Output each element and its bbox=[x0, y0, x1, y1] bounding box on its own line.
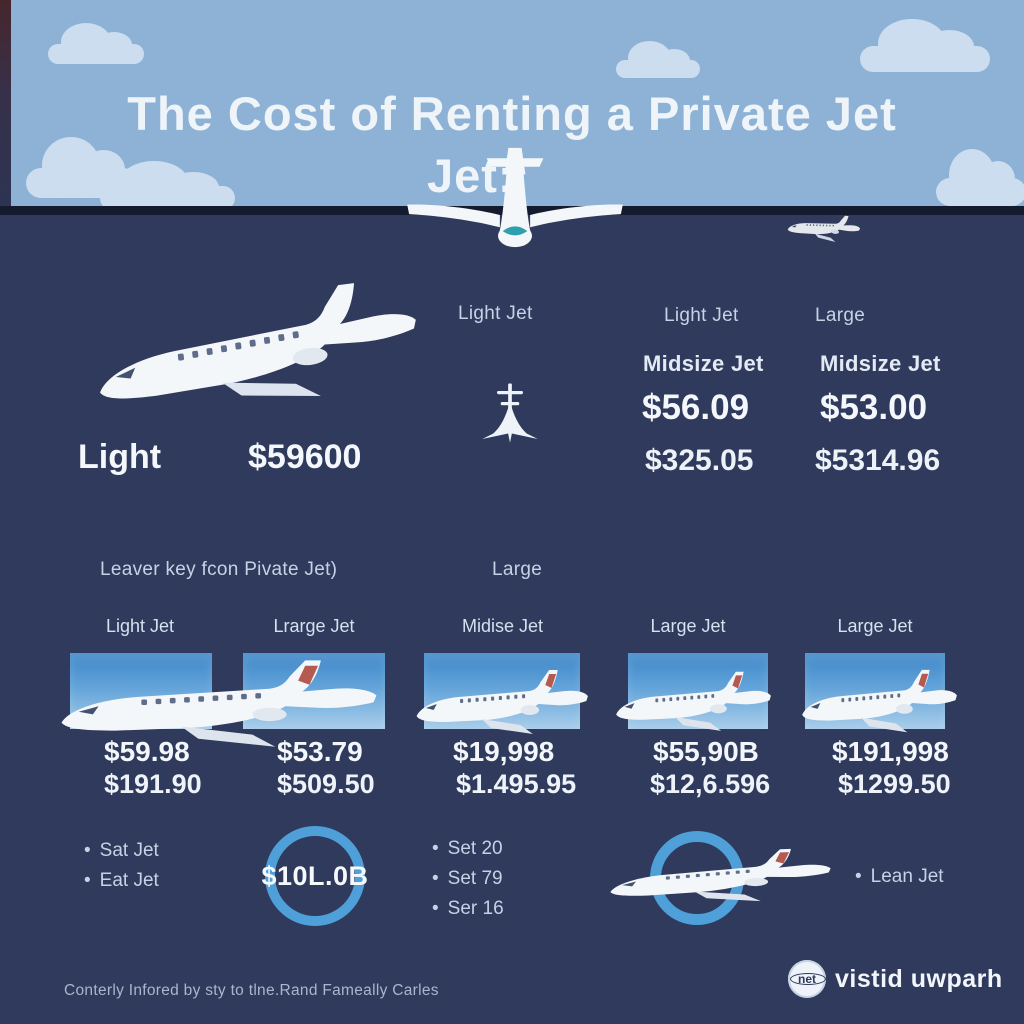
jet-category-price: $59600 bbox=[248, 438, 362, 476]
brand-name: vistid uwparh bbox=[835, 964, 1003, 993]
column-a-subheader: Midsize Jet bbox=[643, 351, 764, 376]
column-b-subheader: Midsize Jet bbox=[820, 351, 941, 376]
stat-circle-value: $10L.0B bbox=[261, 860, 369, 891]
column-a-price-2: $325.05 bbox=[645, 444, 754, 477]
cloud-icon bbox=[860, 18, 990, 72]
column-b-price-1: $53.00 bbox=[820, 388, 928, 427]
bullet-item: Eat Jet bbox=[84, 870, 159, 892]
card-price-2: $1.495.95 bbox=[456, 769, 577, 799]
cloud-icon bbox=[100, 160, 235, 206]
bullet-item: Set 79 bbox=[432, 868, 503, 890]
mid-section-left-label: Leaver key fcon Pivate Jet) bbox=[100, 559, 338, 580]
globe-icon-text: net bbox=[798, 972, 816, 986]
card-price-1: $55,90B bbox=[653, 736, 759, 767]
jet-column-header: Lrarge Jet bbox=[273, 616, 355, 636]
cloud-icon bbox=[616, 41, 700, 78]
jet-column-header: Large Jet bbox=[837, 616, 913, 636]
cloud-icon bbox=[936, 148, 1024, 206]
column-a-price-1: $56.09 bbox=[642, 388, 750, 427]
page-title: The Cost of Renting a Private Jet bbox=[127, 87, 897, 140]
card-price-2: $12,6.596 bbox=[650, 769, 771, 799]
card-price-2: $191.90 bbox=[104, 769, 202, 799]
small-jet-silhouette-icon bbox=[786, 209, 862, 245]
bullet-item: Set 20 bbox=[432, 838, 503, 860]
front-view-jet-icon bbox=[407, 147, 623, 248]
column-a-header: Light Jet bbox=[664, 305, 739, 326]
mid-section-right-label: Large bbox=[492, 559, 543, 580]
card-price-1: $53.79 bbox=[277, 736, 363, 767]
page-title-line2: Jet: bbox=[427, 149, 515, 202]
jet-photo-icon bbox=[412, 666, 598, 746]
jet-column-header: Light Jet bbox=[105, 616, 175, 636]
jet-category-name: Light bbox=[78, 438, 162, 476]
card-price-1: $19,998 bbox=[453, 736, 555, 767]
card-price-1: $59.98 bbox=[104, 736, 190, 767]
jet-photo-icon bbox=[798, 666, 966, 744]
bullet-item: Ser 16 bbox=[432, 898, 504, 920]
left-edge-artifact bbox=[0, 0, 11, 206]
column-b-header: Large bbox=[815, 305, 866, 326]
jet-column-header: Midise Jet bbox=[461, 616, 544, 636]
stat-circle: $10L.0B bbox=[261, 826, 368, 926]
card-price-2: $1299.50 bbox=[838, 769, 951, 799]
jet-column-header: Large Jet bbox=[650, 616, 726, 636]
globe-icon: net bbox=[788, 960, 826, 998]
jet-photo-icon bbox=[612, 668, 780, 742]
column-b-price-2: $5314.96 bbox=[815, 444, 941, 477]
bullet-item: Lean Jet bbox=[855, 866, 944, 888]
brand-logo: net vistid uwparh bbox=[788, 960, 1003, 998]
light-jet-illustration-icon bbox=[90, 276, 424, 423]
footer-note: Conterly Infored by sty to tlne.Rand Fam… bbox=[64, 982, 439, 999]
climbing-jet-icon bbox=[482, 383, 538, 443]
bottom-jet-icon bbox=[603, 844, 845, 916]
mid-column-label: Light Jet bbox=[458, 303, 533, 324]
bullet-item: Sat Jet bbox=[84, 840, 159, 862]
card-price-2: $509.50 bbox=[277, 769, 375, 799]
cloud-icon bbox=[48, 23, 144, 64]
card-price-1: $191,998 bbox=[832, 736, 949, 767]
